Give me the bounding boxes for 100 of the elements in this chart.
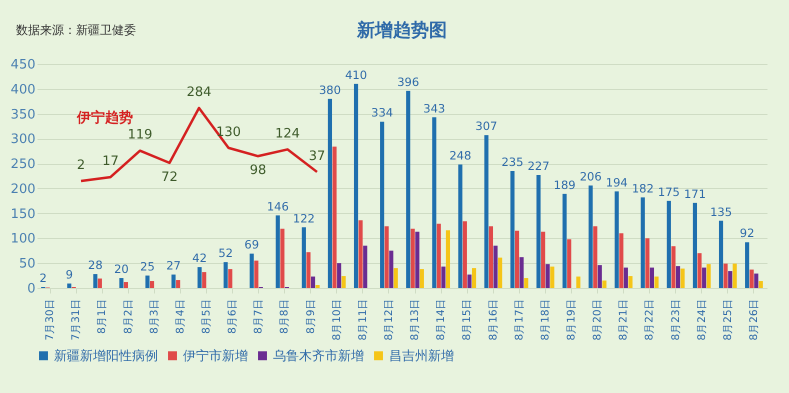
bar (628, 276, 633, 288)
data-label: 248 (449, 148, 472, 163)
series-label: 伊宁趋势 (76, 109, 133, 126)
bar (462, 221, 467, 288)
legend-label: 乌鲁木齐市新增 (273, 348, 364, 364)
data-label: 343 (423, 101, 446, 116)
y-tick-label: 250 (10, 157, 36, 172)
legend-label: 新疆新增阳性病例 (54, 348, 158, 364)
bar (598, 265, 602, 288)
bar (650, 268, 654, 288)
data-label: 119 (128, 128, 152, 143)
y-tick-label: 450 (10, 58, 36, 72)
bar (724, 264, 728, 288)
bar (389, 250, 394, 288)
bar (202, 272, 206, 288)
data-label: 182 (632, 181, 654, 196)
data-label: 146 (266, 199, 289, 214)
y-tick-label: 350 (10, 107, 36, 122)
bar (119, 278, 124, 288)
bar (750, 270, 754, 288)
x-tick-label: 8月1日 (96, 298, 108, 334)
bar (654, 276, 659, 288)
bar (441, 266, 446, 288)
bar (306, 252, 311, 288)
data-label: 37 (308, 148, 326, 164)
x-tick-label: 8月20日 (592, 298, 604, 341)
x-tick-label: 8月2日 (122, 298, 134, 334)
x-tick-label: 8月7日 (252, 298, 265, 334)
bar (458, 164, 462, 288)
y-tick-label: 300 (10, 132, 36, 148)
bar (228, 269, 232, 288)
bar (171, 274, 176, 288)
bar (332, 146, 337, 288)
data-label: 380 (318, 82, 341, 97)
y-tick-label: 0 (27, 282, 36, 296)
legend-label: 伊宁市新增 (183, 348, 248, 364)
bar (384, 226, 389, 288)
bar (145, 276, 150, 288)
bar (706, 264, 711, 288)
data-label: 27 (166, 258, 181, 273)
data-label: 235 (501, 155, 524, 170)
bar (520, 257, 524, 288)
data-label: 284 (186, 85, 212, 100)
x-tick-label: 8月3日 (148, 298, 160, 334)
data-label: 69 (244, 238, 260, 252)
data-label: 20 (114, 262, 129, 276)
source-note: 数据来源：新疆卫健委 (16, 22, 136, 39)
bar (671, 246, 676, 288)
bar (380, 122, 384, 288)
x-tick-label: 8月14日 (435, 298, 448, 341)
data-label: 410 (345, 68, 368, 82)
bar (484, 135, 488, 288)
bar (310, 276, 316, 288)
bar (754, 274, 758, 288)
y-tick-label: 100 (10, 232, 36, 247)
bar (645, 238, 650, 288)
bar (176, 280, 180, 288)
bar (124, 282, 128, 288)
bar (728, 271, 732, 288)
bar (692, 202, 698, 288)
x-tick-label: 8月15日 (461, 298, 474, 341)
bar (67, 284, 72, 288)
data-label: 171 (684, 186, 706, 201)
data-label: 122 (292, 211, 315, 226)
y-tick-label: 150 (10, 206, 36, 222)
bar (337, 263, 342, 288)
x-tick-label: 8月8日 (278, 298, 291, 334)
bar (406, 90, 410, 288)
bar (358, 220, 363, 288)
data-label: 206 (580, 169, 602, 184)
data-label: 2 (76, 158, 86, 173)
x-tick-label: 8月4日 (174, 298, 186, 334)
bar (524, 278, 528, 288)
bar (550, 266, 554, 288)
y-tick-label: 400 (10, 82, 36, 98)
data-label: 175 (658, 184, 680, 199)
x-tick-label: 8月13日 (409, 298, 422, 341)
bar (488, 226, 494, 288)
bar (342, 276, 346, 288)
bar (702, 268, 706, 288)
bar (614, 191, 619, 288)
bar (436, 224, 441, 288)
x-tick-label: 7月30日 (44, 298, 56, 341)
bar (354, 84, 358, 288)
bar (602, 280, 606, 288)
x-tick-label: 8月6日 (226, 298, 239, 334)
data-label: 2 (40, 271, 47, 286)
data-label: 28 (88, 258, 103, 272)
data-label: 135 (710, 204, 732, 219)
bar (420, 269, 424, 288)
data-label: 17 (102, 154, 119, 170)
x-tick-label: 8月16日 (487, 298, 500, 341)
data-label: 130 (216, 124, 241, 140)
bar (446, 230, 450, 288)
bar (562, 194, 567, 288)
data-label: 52 (218, 246, 233, 260)
bar (697, 253, 702, 288)
bar (224, 262, 228, 288)
y-tick-label: 50 (18, 256, 36, 272)
bar (415, 232, 420, 288)
